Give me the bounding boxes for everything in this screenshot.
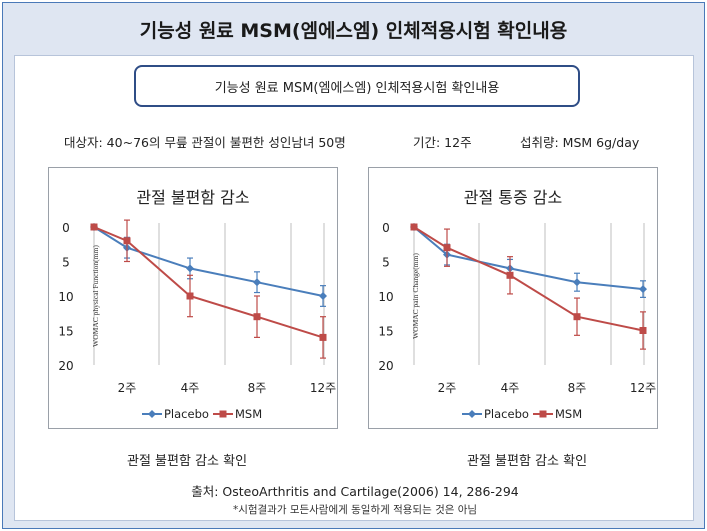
data-point-msm: [573, 313, 581, 321]
x-tick-label: 2주: [438, 381, 457, 395]
y-tick-label: 20: [58, 359, 73, 373]
y-axis-label: WOMAC physical Function(mm): [91, 245, 100, 347]
data-point-msm: [410, 223, 418, 231]
legend-label-placebo: Placebo: [164, 407, 209, 421]
data-point-msm: [90, 223, 98, 231]
y-tick-label: 0: [62, 221, 70, 235]
legend-label-placebo: Placebo: [484, 407, 529, 421]
content-panel: 기능성 원료 MSM(엠에스엠) 인체적용시험 확인내용 대상자: 40~76의…: [14, 55, 694, 521]
legend-label-msm: MSM: [235, 407, 262, 421]
legend-marker-msm: [539, 410, 547, 418]
y-axis-label: WOMAC pain Change(mm): [411, 253, 420, 339]
legend-label-msm: MSM: [555, 407, 582, 421]
chart-title: 관절 불편함 감소: [136, 188, 249, 207]
legend-marker-placebo: [148, 410, 156, 418]
page-title: 기능성 원료 MSM(엠에스엠) 인체적용시험 확인내용: [139, 19, 568, 42]
x-tick-label: 12주: [630, 381, 656, 395]
y-tick-label: 10: [378, 290, 393, 304]
data-point-msm: [506, 271, 514, 279]
data-point-msm: [186, 292, 194, 300]
data-point-msm: [319, 333, 327, 341]
series-line-placebo: [413, 226, 644, 291]
legend-marker-placebo: [468, 410, 476, 418]
chart-joint-pain: 관절 통증 감소 0 5 10 15 20 WOMAC pain Change(mm) 2주 4…: [368, 167, 658, 429]
chart-legend: Placebo MSM: [462, 407, 582, 421]
data-point-msm: [253, 313, 261, 321]
y-tick-label: 15: [58, 325, 73, 339]
data-point-msm: [443, 244, 451, 252]
series-line-msm: [413, 226, 644, 332]
data-point-placebo: [319, 292, 327, 300]
chart-joint-discomfort: 관절 불편함 감소 0 5 10 15 20 WOMAC physical Function…: [48, 167, 338, 429]
chart-caption-right: 관절 불편함 감소 확인: [467, 454, 588, 469]
legend-marker-msm: [219, 410, 227, 418]
x-tick-label: 4주: [181, 381, 200, 395]
x-tick-label: 2주: [118, 381, 137, 395]
y-tick-label: 15: [378, 325, 393, 339]
data-point-placebo: [573, 278, 581, 287]
chart-title: 관절 통증 감소: [464, 188, 563, 207]
source-citation: 출처: OsteoArthritis and Cartilage(2006) 1…: [191, 484, 519, 499]
disclaimer-note: *시험결과가 모든사람에게 동일하게 적용되는 것은 아님: [232, 504, 478, 516]
chart-legend: Placebo MSM: [142, 407, 262, 421]
info-dose: 섭취량: MSM 6g/day: [520, 135, 640, 150]
y-tick-label: 20: [378, 359, 393, 373]
x-tick-label: 12주: [310, 381, 336, 395]
x-tick-label: 4주: [501, 381, 520, 395]
data-point-placebo: [639, 285, 647, 294]
chart-caption-left: 관절 불편함 감소 확인: [127, 454, 248, 469]
y-tick-label: 5: [382, 256, 390, 270]
x-tick-label: 8주: [248, 381, 267, 395]
data-point-placebo: [186, 264, 194, 273]
x-tick-label: 8주: [568, 381, 587, 395]
data-point-msm: [123, 237, 131, 245]
info-subjects: 대상자: 40~76의 무릎 관절이 불편한 성인남녀 50명: [64, 135, 346, 150]
info-period: 기간: 12주: [413, 135, 472, 150]
subtitle-text: 기능성 원료 MSM(엠에스엠) 인체적용시험 확인내용: [214, 80, 500, 96]
y-tick-label: 5: [62, 256, 70, 270]
subtitle-box: 기능성 원료 MSM(엠에스엠) 인체적용시험 확인내용: [134, 65, 580, 107]
y-tick-label: 10: [58, 290, 73, 304]
data-point-placebo: [253, 278, 261, 287]
y-tick-label: 0: [382, 221, 390, 235]
data-point-msm: [639, 327, 647, 334]
